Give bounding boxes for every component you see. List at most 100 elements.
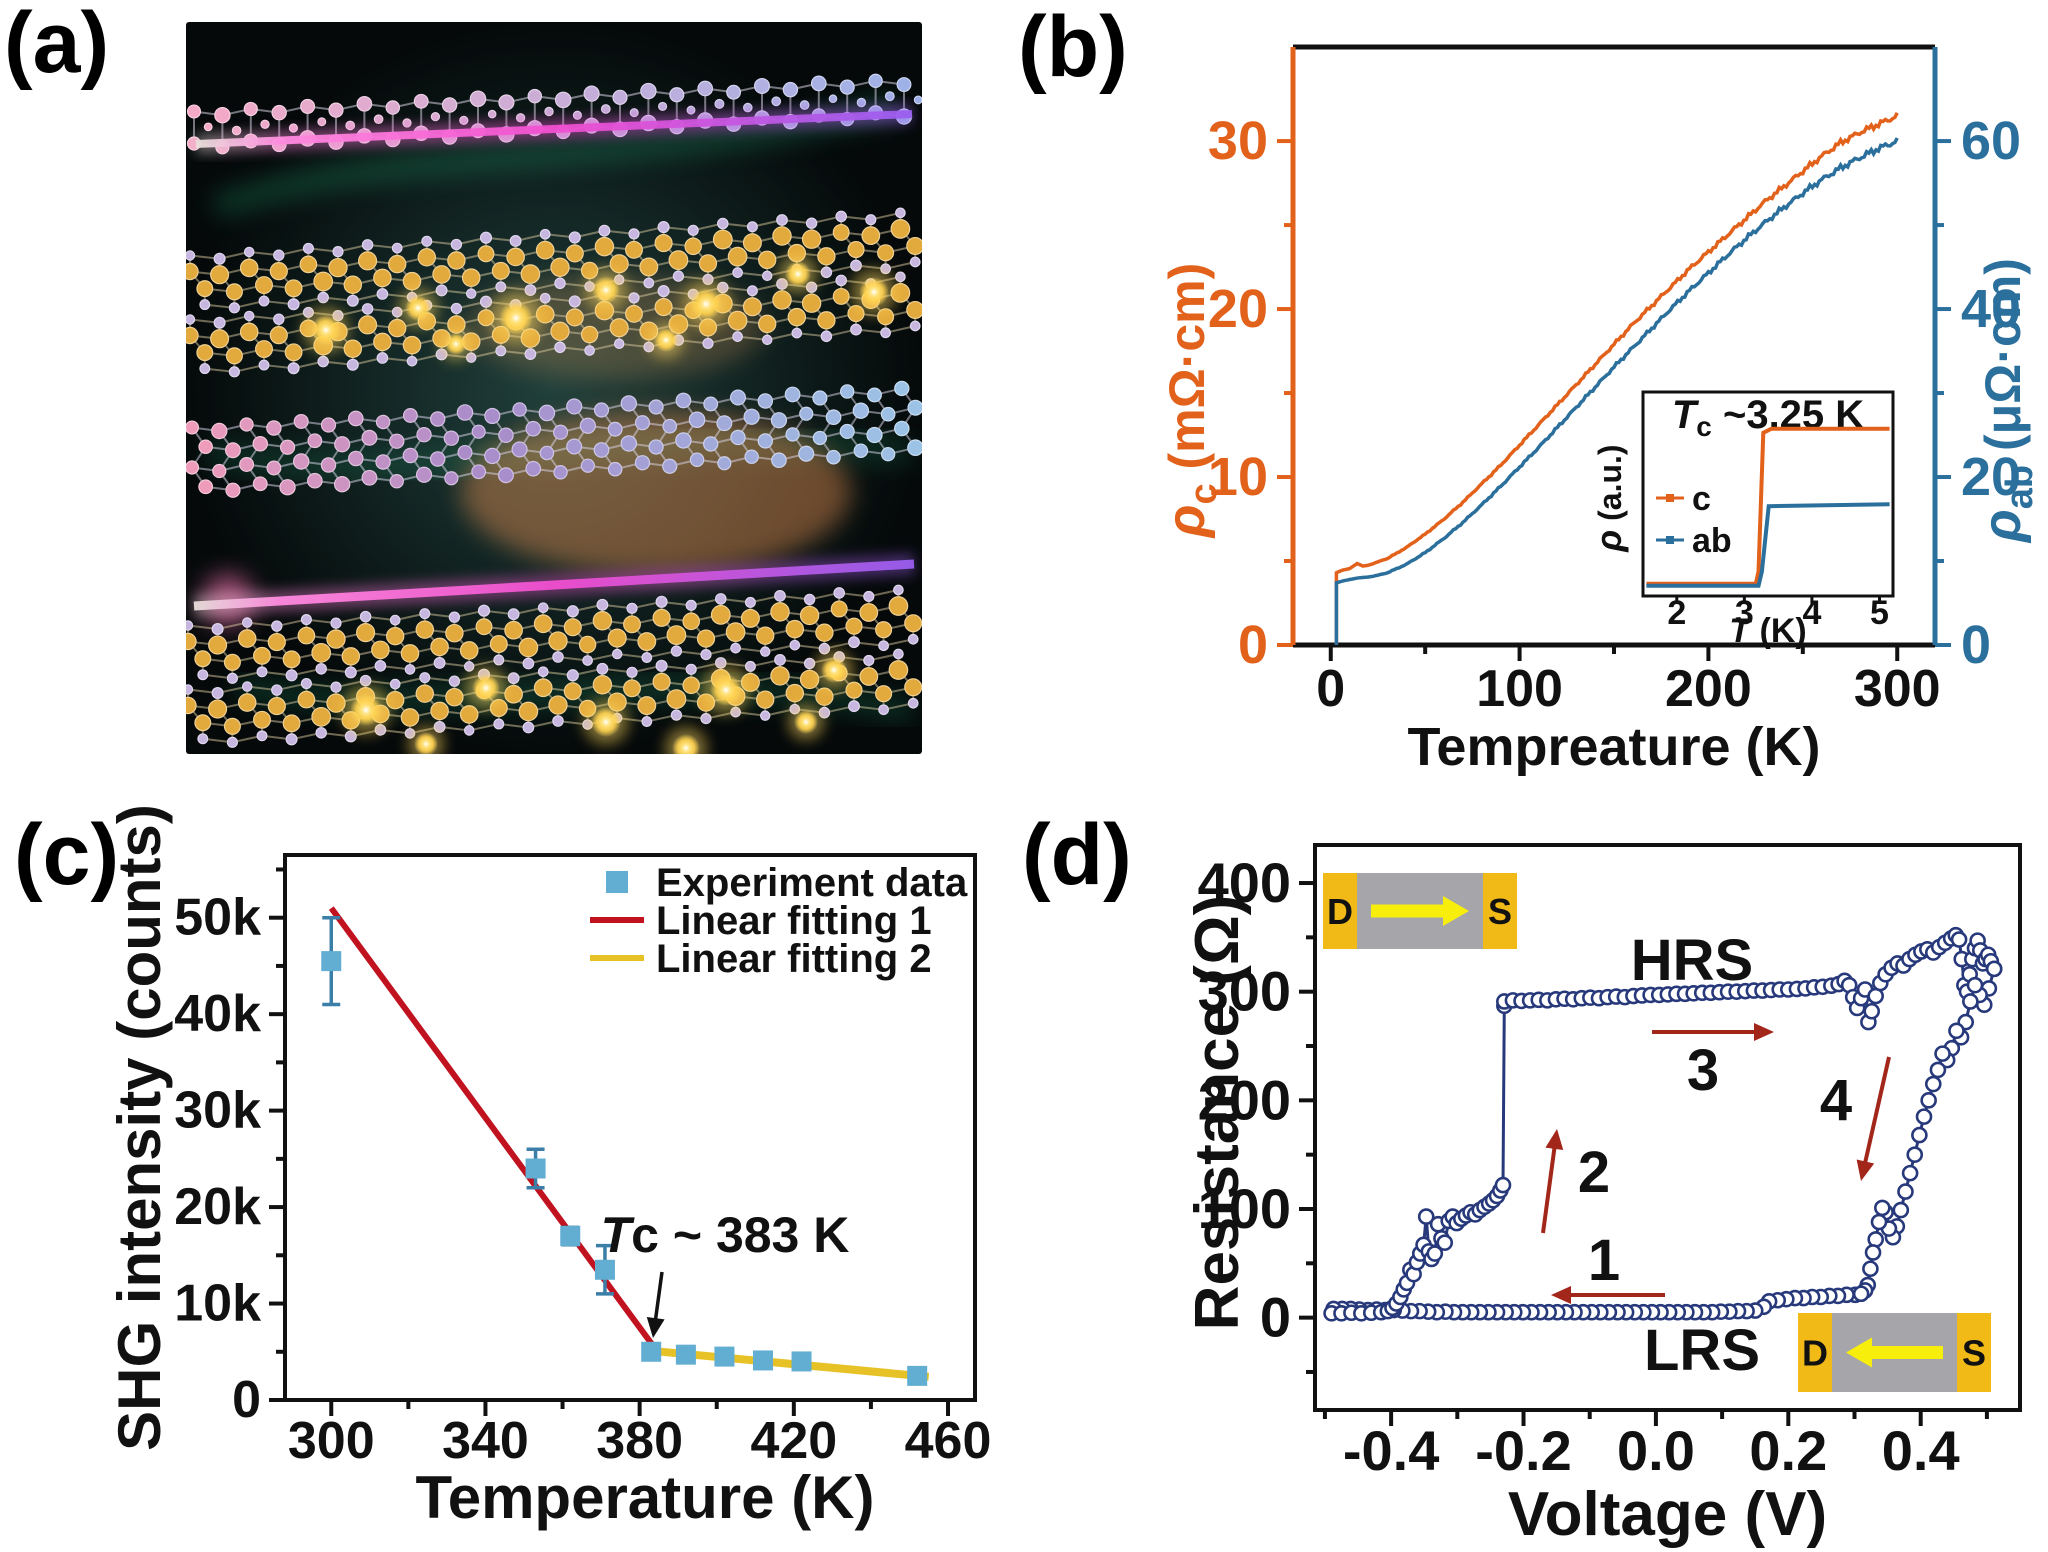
c-y-tick-label: 0 — [232, 1371, 261, 1429]
layer-rainbow-slab — [186, 380, 922, 498]
exciton — [311, 315, 341, 345]
b-x-axis-title: Tempreature (K) — [1407, 717, 1820, 777]
b-inset-legend-ab: ab — [1692, 522, 1732, 560]
c-data-point — [641, 1341, 662, 1362]
b-right-axis-title: ρab (μΩ·cm) — [1972, 258, 2041, 544]
b-curve-rho_ab — [1334, 137, 1899, 645]
b-x-tick-label: 0 — [1316, 660, 1345, 718]
d-x-axis-title: Voltage (V) — [1508, 1480, 1827, 1549]
b-right-tick-label: 40 — [1961, 279, 2021, 339]
b-left-tick-label: 20 — [1208, 279, 1268, 339]
c-y-tick-label: 10k — [174, 1275, 261, 1333]
c-data-point — [594, 1259, 615, 1280]
b-inset: 2 3 4 5Tc ~3.25 KT (K)ρ (a.u.) cab — [1588, 390, 1895, 650]
d-source-label: S — [1962, 1333, 1986, 1374]
c-linear-fit-2 — [650, 1346, 930, 1381]
b-x-tick-label: 200 — [1665, 660, 1752, 718]
b-left-axis-title: ρc (mΩ·cm) — [1156, 263, 1225, 540]
d-source-label: S — [1488, 891, 1512, 932]
b-curve-rho_c — [1334, 112, 1899, 645]
b-inset-curve-ab — [1646, 502, 1890, 588]
d-step-4: 4 — [1820, 1068, 1852, 1133]
c-data-point — [525, 1158, 546, 1179]
c-x-tick-label: 300 — [288, 1412, 375, 1470]
b-left-tick-label: 30 — [1208, 111, 1268, 171]
exciton — [821, 657, 847, 683]
b-inset-legend-c: c — [1692, 480, 1711, 518]
exciton — [350, 694, 382, 726]
d-step-2: 2 — [1578, 1140, 1610, 1205]
b-x-tick-label: 300 — [1854, 660, 1941, 718]
d-hysteresis-points — [1323, 926, 2003, 1322]
c-y-axis-title: SHG intensity (counts) — [106, 804, 173, 1451]
c-y-tick-label: 40k — [174, 985, 261, 1043]
b-right-tick-label: 0 — [1961, 615, 1991, 675]
layer-gold-bottom-0 — [186, 584, 922, 684]
exciton — [445, 333, 467, 355]
c-x-tick-label: 420 — [750, 1412, 837, 1470]
c-y-tick-label: 30k — [174, 1082, 261, 1140]
exciton — [690, 288, 722, 320]
panel-a-label: (a) — [4, 0, 110, 91]
c-data-point — [675, 1344, 696, 1365]
c-x-tick-label: 380 — [596, 1412, 683, 1470]
exciton — [591, 707, 621, 737]
exciton — [859, 277, 889, 307]
b-inset-x-tick: 2 — [1667, 594, 1686, 632]
c-x-tick-label: 460 — [905, 1412, 992, 1470]
panel-d-chart: -0.4 -0.2 0.0 0.2 0.4 0 100 200 300 400 Voltage (V… — [1183, 843, 2022, 1549]
c-data-point — [907, 1365, 928, 1386]
b-inset-x-tick: 5 — [1870, 594, 1889, 632]
d-y-tick-label: 0 — [1260, 1286, 1291, 1349]
d-x-tick-label: -0.4 — [1343, 1419, 1440, 1482]
c-tc-annotation: Tc ~ 383 K — [601, 1207, 850, 1263]
c-x-axis-title: Temperature (K) — [416, 1464, 875, 1531]
d-x-tick-label: -0.2 — [1475, 1419, 1572, 1482]
d-step-1: 1 — [1588, 1228, 1620, 1293]
b-right-tick-label: 20 — [1961, 447, 2021, 507]
d-y-tick-label: 100 — [1198, 1177, 1291, 1240]
panel-b-label: (b) — [1018, 0, 1128, 95]
b-left-tick-label: 0 — [1238, 615, 1268, 675]
exciton — [414, 732, 438, 754]
d-drain-label: D — [1327, 891, 1353, 932]
panel-c-label: (c) — [14, 807, 120, 903]
c-legend-3: Linear fitting 2 — [656, 937, 932, 981]
c-legend-1: Experiment data — [656, 861, 968, 905]
b-inset-x-tick: 4 — [1802, 594, 1821, 632]
exciton — [499, 301, 533, 335]
c-y-tick-label: 20k — [174, 1178, 261, 1236]
c-y-tick-label: 50k — [174, 889, 261, 947]
c-data-point — [560, 1226, 581, 1247]
d-x-tick-label: 0.0 — [1617, 1419, 1695, 1482]
d-y-axis-title: Resistance (Ω) — [1183, 895, 1252, 1331]
b-inset-x-tick: 3 — [1735, 594, 1754, 632]
panel-d-label: (d) — [1022, 807, 1132, 903]
d-step-3: 3 — [1687, 1038, 1719, 1103]
exciton — [794, 710, 818, 734]
exciton — [405, 295, 431, 321]
b-right-tick-label: 60 — [1961, 111, 2021, 171]
b-left-tick-label: 10 — [1208, 447, 1268, 507]
b-inset-x-title: T (K) — [1729, 612, 1806, 650]
d-y-tick-label: 300 — [1198, 960, 1291, 1023]
b-x-tick-label: 100 — [1476, 660, 1563, 718]
d-y-tick-label: 400 — [1198, 851, 1291, 914]
exciton — [592, 276, 620, 304]
exciton — [710, 674, 742, 706]
d-x-tick-label: 0.2 — [1749, 1419, 1827, 1482]
c-data-point — [791, 1351, 812, 1372]
c-data-point — [321, 951, 342, 972]
c-legend-2: Linear fitting 1 — [656, 899, 932, 943]
d-x-tick-label: 0.4 — [1882, 1419, 1960, 1482]
d-y-tick-label: 200 — [1198, 1068, 1291, 1131]
c-data-point — [714, 1346, 735, 1367]
exciton — [785, 261, 811, 287]
d-sweep-arrows: 1 2 3 4 — [1541, 1023, 1891, 1304]
d-drain-label: D — [1802, 1333, 1828, 1374]
